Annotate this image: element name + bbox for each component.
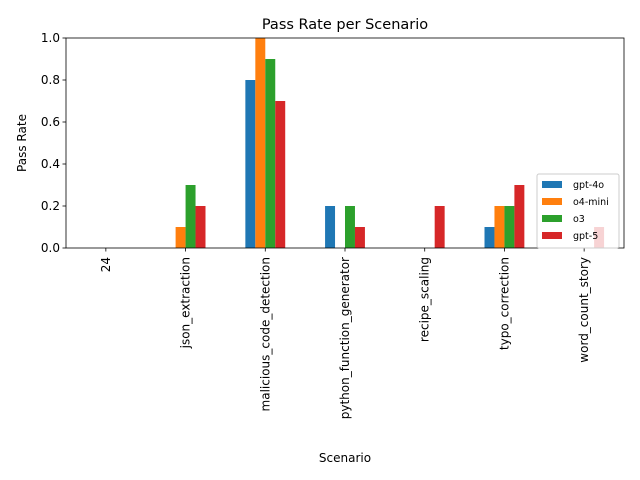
bar-o3-python_function_generator <box>345 206 355 248</box>
y-tick-label: 0.4 <box>41 157 60 171</box>
y-tick-label: 0.0 <box>41 241 60 255</box>
y-tick-label: 1.0 <box>41 31 60 45</box>
x-tick-label: word_count_story <box>577 257 591 363</box>
y-tick-label: 0.8 <box>41 73 60 87</box>
bar-o4-mini-json_extraction <box>175 227 186 248</box>
x-tick-label: json_extraction <box>179 257 193 349</box>
bar-o3-json_extraction <box>185 185 196 248</box>
chart-title: Pass Rate per Scenario <box>262 17 428 33</box>
x-tick-label: python_function_generator <box>338 257 352 419</box>
legend-label: o3 <box>573 214 585 225</box>
legend-label: gpt-4o <box>573 180 604 191</box>
legend: gpt-4o o4-mini o3 gpt-5 <box>536 173 620 249</box>
x-tick-label: 24 <box>99 257 113 272</box>
bar-gpt-5-malicious_code_detection <box>275 101 286 248</box>
legend-swatch-gpt-5 <box>542 232 562 239</box>
y-axis-title: Pass Rate <box>15 114 29 172</box>
legend-label: gpt-5 <box>573 231 598 242</box>
legend-label: o4-mini <box>573 197 609 208</box>
plot-frame <box>65 37 625 249</box>
bar-gpt-5-typo_correction <box>514 185 525 248</box>
legend-swatch-gpt-4o <box>542 181 562 188</box>
x-tick-label: malicious_code_detection <box>258 257 272 411</box>
bar-o3-malicious_code_detection <box>265 59 276 248</box>
bar-gpt-4o-typo_correction <box>484 227 495 248</box>
bar-o4-mini-typo_correction <box>494 206 505 248</box>
x-tick-label: recipe_scaling <box>418 257 432 342</box>
y-tick-label: 0.6 <box>41 115 60 129</box>
bar-gpt-5-recipe_scaling <box>434 206 445 248</box>
bar-o3-typo_correction <box>504 206 515 248</box>
bar-gpt-5-python_function_generator <box>354 227 365 248</box>
legend-swatch-o4-mini <box>542 198 562 205</box>
bar-gpt-4o-python_function_generator <box>325 206 336 248</box>
legend-frame <box>536 173 620 249</box>
x-axis: 24 json_extraction malicious_code_detectio… <box>99 248 591 419</box>
y-axis: 0.0 0.2 0.4 0.6 0.8 1.0 <box>41 31 66 255</box>
x-tick-label: typo_correction <box>497 257 511 350</box>
legend-swatch-o3 <box>542 215 562 222</box>
bar-o4-mini-malicious_code_detection <box>255 38 266 248</box>
x-axis-title: Scenario <box>319 451 371 465</box>
y-tick-label: 0.2 <box>41 199 60 213</box>
bar-gpt-5-json_extraction <box>195 206 206 248</box>
bar-gpt-4o-malicious_code_detection <box>245 80 256 248</box>
